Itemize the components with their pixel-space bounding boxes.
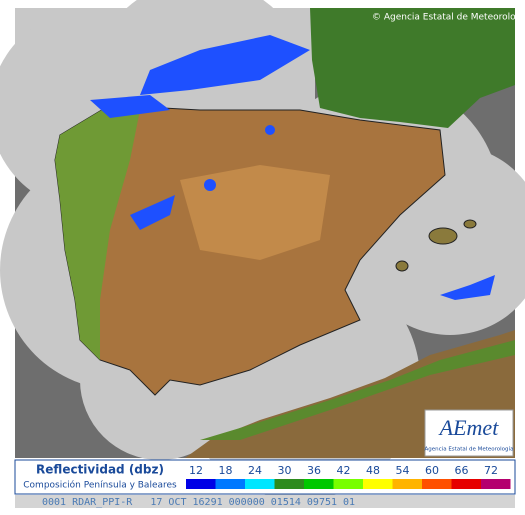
legend-swatch [186, 479, 216, 489]
logo-caption: Agencia Estatal de Meteorología [425, 446, 514, 453]
legend-level-label: 24 [248, 464, 262, 477]
legend-swatch [422, 479, 452, 489]
legend-swatch [392, 479, 422, 489]
footer-bar [15, 495, 515, 508]
meseta [180, 165, 330, 260]
legend-level-label: 42 [337, 464, 351, 477]
legend-level-label: 30 [278, 464, 292, 477]
legend-level-label: 18 [219, 464, 233, 477]
legend-swatch [245, 479, 275, 489]
mallorca [428, 227, 458, 245]
legend-swatch [333, 479, 363, 489]
legend-subtitle: Composición Península y Baleares [23, 480, 177, 491]
rain-echoes [90, 35, 495, 300]
legend-level-label: 60 [425, 464, 439, 477]
legend-level-label: 12 [189, 464, 203, 477]
legend-level-label: 72 [484, 464, 498, 477]
legend-swatch [304, 479, 334, 489]
legend-level-label: 36 [307, 464, 321, 477]
menorca [463, 219, 477, 229]
west-lowlands [55, 105, 140, 360]
legend-level-label: 48 [366, 464, 380, 477]
legend-level-label: 54 [396, 464, 410, 477]
legend-level-label: 66 [455, 464, 469, 477]
france [310, 8, 515, 128]
copyright: © Agencia Estatal de Meteorología [372, 13, 525, 23]
legend-swatch [451, 479, 481, 489]
legend-swatch [481, 479, 511, 489]
logo-brand: AEmet [438, 415, 500, 440]
legend-swatch [363, 479, 393, 489]
logo-box [424, 409, 514, 457]
legend-swatch [274, 479, 304, 489]
ibiza [395, 260, 409, 272]
legend-swatch [215, 479, 245, 489]
footer-code: 0001 RDAR_PPI-R 17 OCT 16291 000000 0151… [42, 497, 355, 508]
legend-title: Reflectividad (dbz) [36, 463, 164, 477]
africa-coast [200, 340, 515, 440]
